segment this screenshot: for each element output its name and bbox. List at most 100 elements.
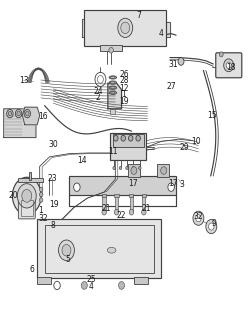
Circle shape xyxy=(168,183,174,191)
Text: 19: 19 xyxy=(49,200,59,209)
Circle shape xyxy=(121,22,130,34)
Circle shape xyxy=(219,52,223,57)
Ellipse shape xyxy=(111,76,115,78)
Circle shape xyxy=(196,215,201,222)
Bar xyxy=(18,178,43,182)
Text: 21: 21 xyxy=(101,204,111,213)
Bar xyxy=(21,200,33,216)
Text: 29: 29 xyxy=(180,143,189,152)
Circle shape xyxy=(119,282,124,289)
Ellipse shape xyxy=(109,91,117,94)
Text: 25: 25 xyxy=(87,276,96,284)
Circle shape xyxy=(54,281,60,290)
Bar xyxy=(102,196,106,211)
Circle shape xyxy=(39,198,43,202)
Text: 11: 11 xyxy=(108,147,118,156)
Text: 14: 14 xyxy=(77,156,87,165)
Circle shape xyxy=(226,62,231,68)
Circle shape xyxy=(109,47,113,53)
Bar xyxy=(69,176,176,195)
Text: 26: 26 xyxy=(119,70,129,79)
Ellipse shape xyxy=(107,247,116,253)
Text: 3: 3 xyxy=(180,180,185,189)
Text: 31: 31 xyxy=(169,60,178,68)
Text: 1: 1 xyxy=(122,90,126,99)
Bar xyxy=(102,194,106,197)
Circle shape xyxy=(129,209,134,215)
FancyBboxPatch shape xyxy=(216,53,242,78)
Polygon shape xyxy=(82,19,84,37)
Text: 1: 1 xyxy=(38,206,43,215)
Circle shape xyxy=(142,209,146,215)
Text: 4: 4 xyxy=(159,29,164,38)
Circle shape xyxy=(132,166,135,170)
Ellipse shape xyxy=(111,92,115,94)
Circle shape xyxy=(62,244,71,256)
Text: 24: 24 xyxy=(93,87,103,96)
Bar xyxy=(84,10,166,46)
Circle shape xyxy=(59,240,74,260)
Text: 23: 23 xyxy=(47,174,57,183)
Circle shape xyxy=(7,109,13,118)
Bar xyxy=(130,196,133,211)
Bar xyxy=(110,133,146,160)
Text: 27: 27 xyxy=(166,82,176,91)
Circle shape xyxy=(15,109,22,118)
Circle shape xyxy=(128,135,133,141)
Circle shape xyxy=(24,109,31,118)
Text: 28: 28 xyxy=(119,76,129,85)
Circle shape xyxy=(12,177,41,214)
Circle shape xyxy=(17,111,20,116)
Circle shape xyxy=(224,59,234,72)
Bar xyxy=(134,277,148,284)
Circle shape xyxy=(74,183,80,191)
Bar xyxy=(100,45,122,51)
Text: 17: 17 xyxy=(128,179,137,188)
Circle shape xyxy=(121,135,125,141)
Bar xyxy=(115,196,118,211)
Bar xyxy=(157,164,169,177)
Text: 8: 8 xyxy=(51,221,56,230)
Circle shape xyxy=(119,166,122,170)
Text: 30: 30 xyxy=(48,140,58,149)
Text: 32: 32 xyxy=(193,212,203,221)
Text: 32: 32 xyxy=(39,214,48,223)
Text: 16: 16 xyxy=(39,112,48,121)
Text: 9: 9 xyxy=(211,220,216,228)
Circle shape xyxy=(131,167,137,174)
Circle shape xyxy=(39,192,43,197)
Circle shape xyxy=(126,166,128,170)
Bar xyxy=(113,134,144,147)
Text: 5: 5 xyxy=(65,255,70,264)
Bar xyxy=(142,196,145,211)
Polygon shape xyxy=(166,22,170,37)
Circle shape xyxy=(114,209,119,215)
FancyBboxPatch shape xyxy=(18,197,35,219)
Circle shape xyxy=(139,166,141,170)
Bar xyxy=(37,277,51,284)
Circle shape xyxy=(113,166,115,170)
Text: 2: 2 xyxy=(95,93,100,102)
Text: 6: 6 xyxy=(30,265,35,274)
Bar xyxy=(142,194,146,197)
Polygon shape xyxy=(4,109,36,138)
Text: 18: 18 xyxy=(226,63,235,72)
Ellipse shape xyxy=(111,87,115,89)
Text: 12: 12 xyxy=(119,84,129,92)
Text: 22: 22 xyxy=(117,212,126,220)
Text: 21: 21 xyxy=(141,204,151,213)
Bar xyxy=(45,225,154,273)
Text: 20: 20 xyxy=(9,191,18,200)
Circle shape xyxy=(209,223,214,230)
Circle shape xyxy=(17,184,36,208)
Text: 17: 17 xyxy=(168,179,178,188)
Circle shape xyxy=(114,135,118,141)
Text: 7: 7 xyxy=(136,11,141,20)
Polygon shape xyxy=(22,107,40,125)
Ellipse shape xyxy=(109,81,117,84)
Text: 13: 13 xyxy=(19,76,28,85)
Bar xyxy=(114,194,119,197)
Ellipse shape xyxy=(111,82,115,84)
Bar xyxy=(29,172,31,180)
Circle shape xyxy=(161,167,167,174)
